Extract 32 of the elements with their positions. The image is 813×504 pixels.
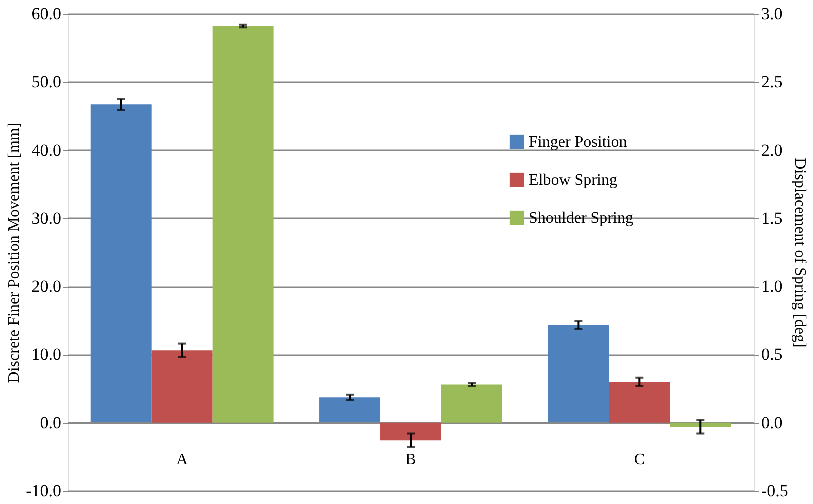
- legend-label: Shoulder Spring: [529, 210, 634, 227]
- y-axis-title: Discrete Finer Position Movement [mm]: [6, 122, 24, 384]
- y-tick-label: 20.0: [32, 277, 62, 296]
- y-tick-label: 30.0: [32, 208, 62, 228]
- y2-tick-label: 0.0: [762, 413, 783, 432]
- y2-axis-title: Displacement of Spring [deg]: [791, 158, 808, 348]
- bar: [152, 350, 213, 423]
- y-tick-label: 0.0: [40, 413, 62, 432]
- legend-label: Elbow Spring: [529, 172, 618, 189]
- y2-tick-label: 0.5: [762, 345, 783, 364]
- y2-tick-label: 2.5: [762, 72, 783, 92]
- bar: [441, 384, 502, 423]
- x-tick-label: A: [176, 452, 189, 468]
- bar: [670, 422, 732, 427]
- x-tick-label: C: [634, 452, 646, 468]
- x-tick-label: B: [406, 452, 416, 468]
- y2-tick-label: 2.0: [762, 140, 783, 160]
- y2-tick-label: 3.0: [762, 4, 783, 24]
- y-tick-label: 50.0: [32, 72, 62, 92]
- y2-tick-label: 1.0: [762, 277, 783, 296]
- legend-label: Finger Position: [529, 134, 628, 151]
- bar: [90, 104, 152, 423]
- y-tick-label: -10.0: [26, 482, 62, 500]
- y-tick-label: 40.0: [32, 140, 62, 160]
- y-tick-label: 60.0: [32, 4, 62, 24]
- y-tick-label: 10.0: [32, 345, 62, 364]
- bar: [212, 26, 274, 423]
- bar: [320, 398, 381, 423]
- bar: [380, 422, 442, 441]
- y2-tick-label: 1.5: [762, 208, 783, 228]
- bar: [548, 325, 610, 423]
- y2-tick-label: -0.5: [762, 482, 788, 500]
